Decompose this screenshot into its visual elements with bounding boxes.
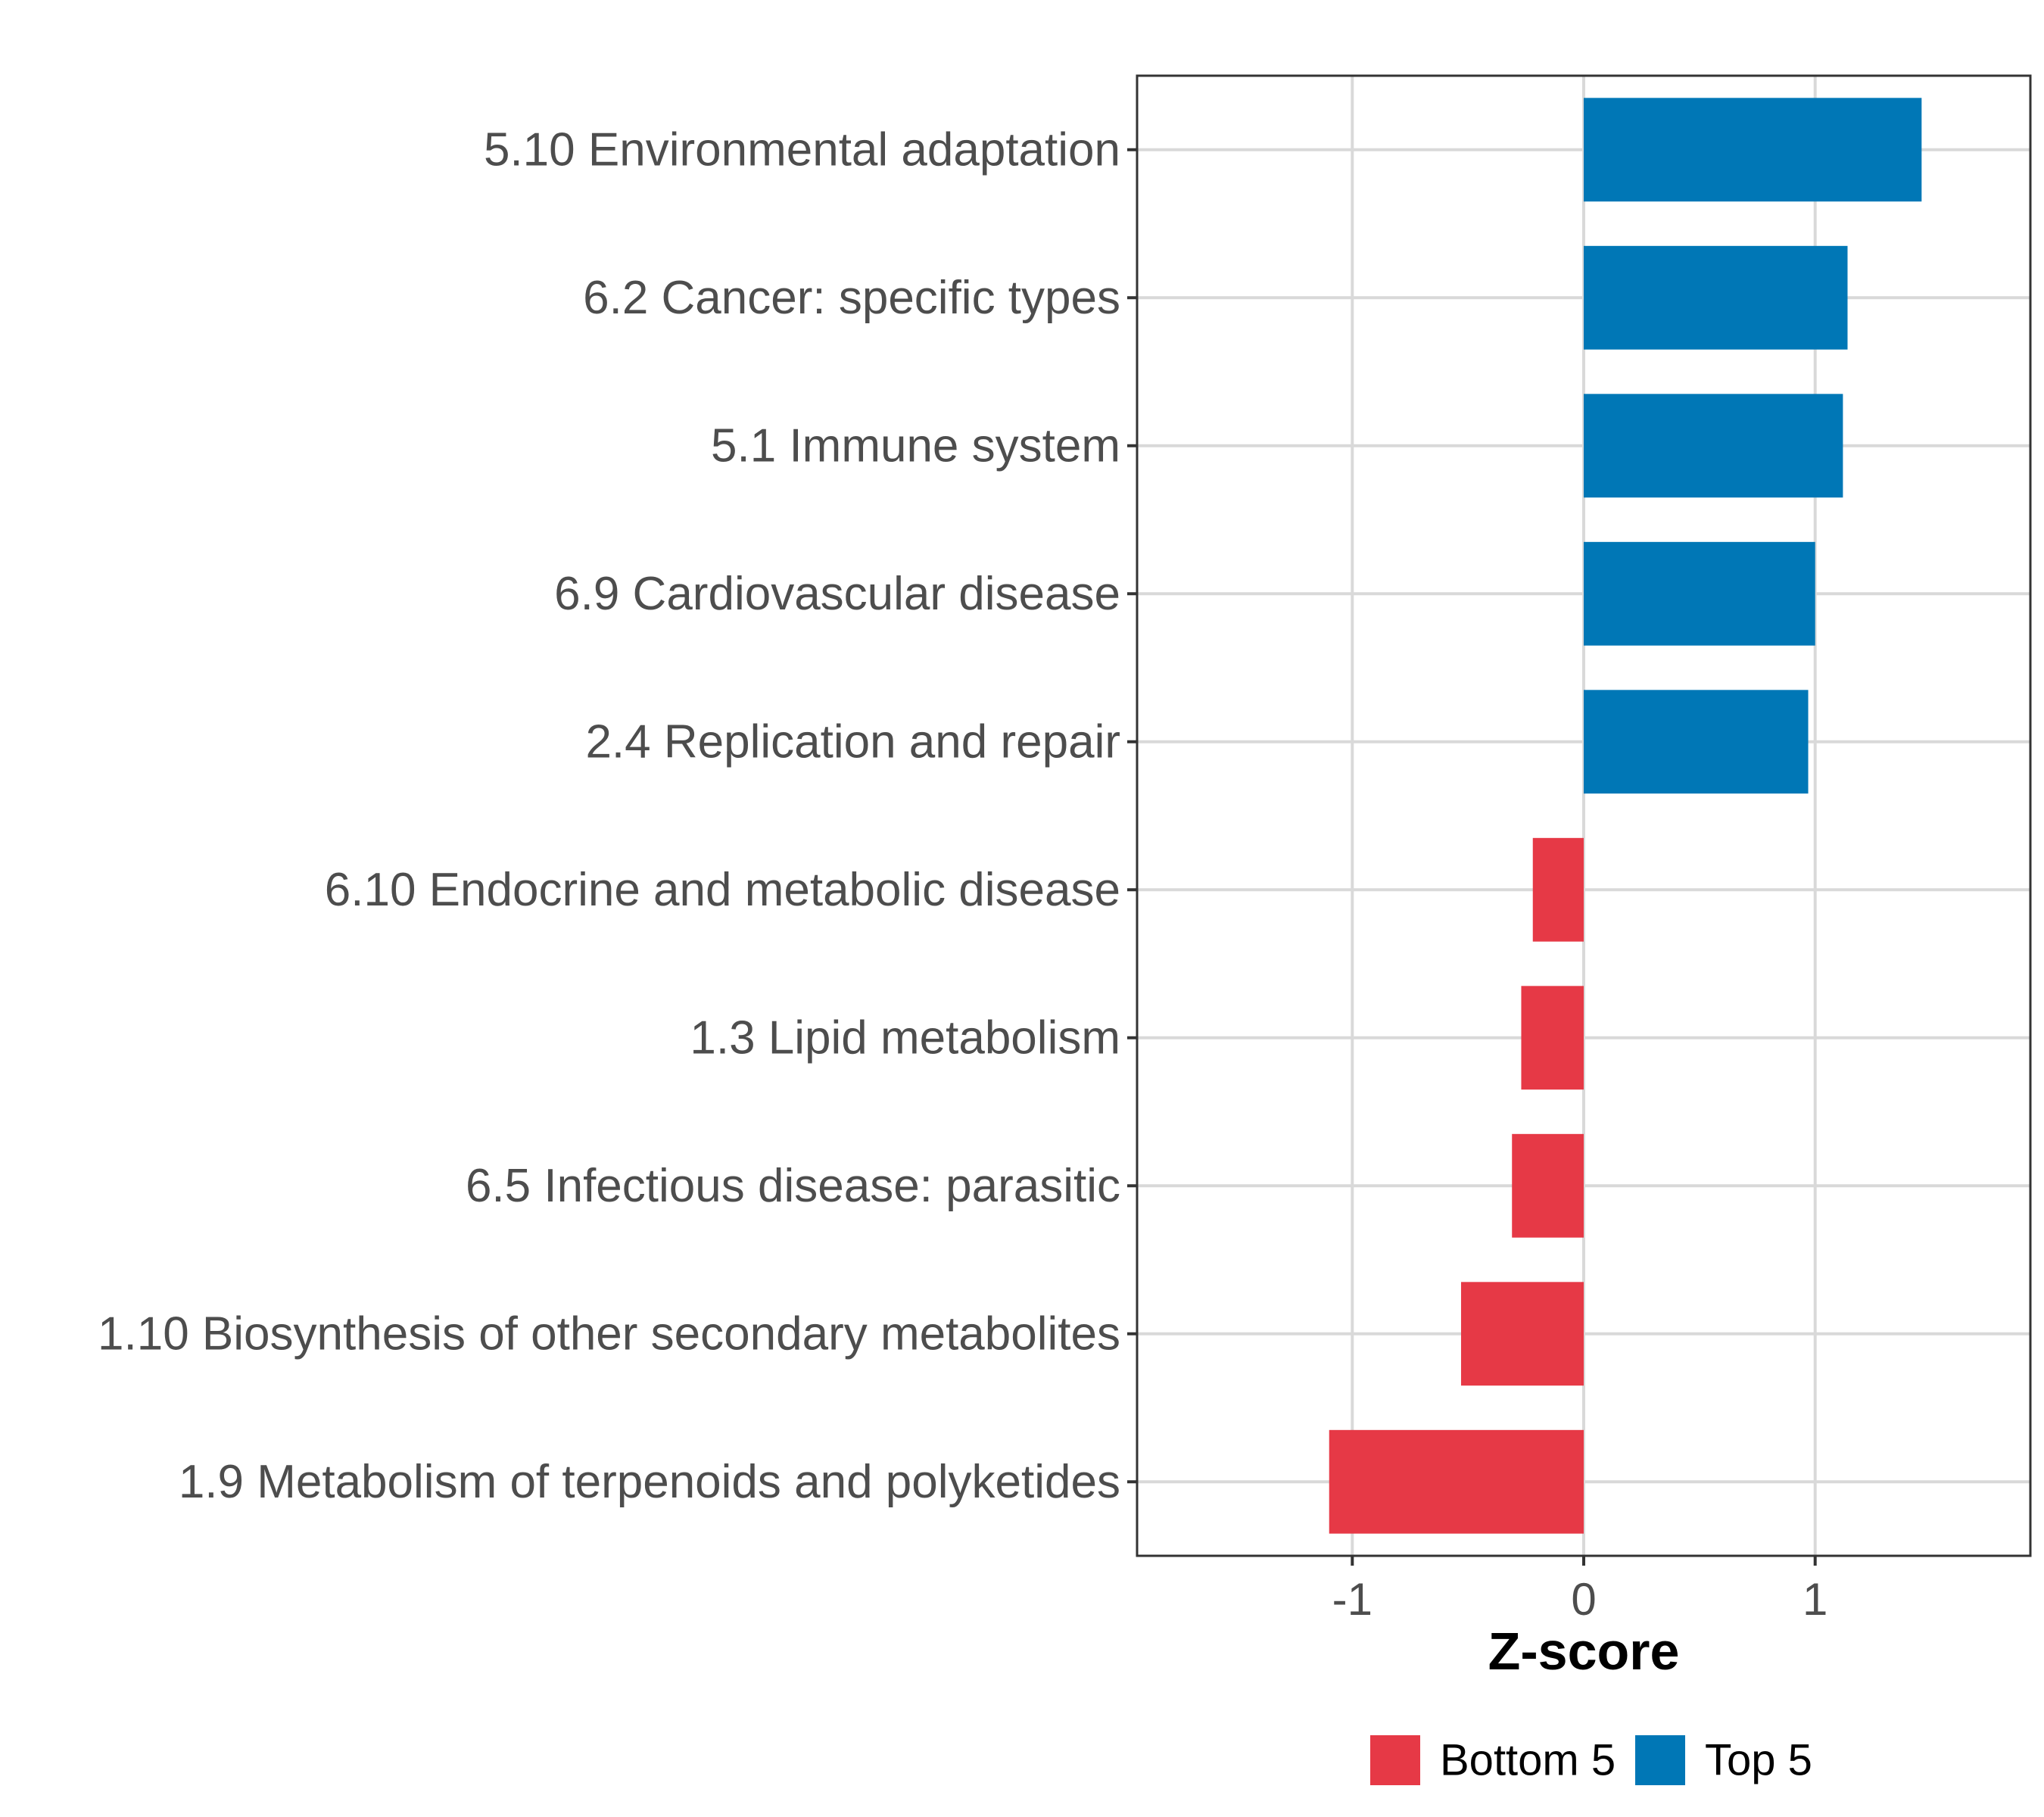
y-axis: 5.10 Environmental adaptation 6.2 Cancer:… [98,123,1137,1508]
category-label: 1.3 Lipid metabolism [690,1011,1120,1064]
x-tick-label: 0 [1571,1574,1596,1625]
legend-label: Top 5 [1705,1736,1812,1785]
bar [1532,837,1584,942]
category-label: 6.10 Endocrine and metabolic disease [325,864,1120,916]
x-tick-label: -1 [1332,1574,1373,1625]
x-axis: -1 0 1 [1332,1556,1827,1625]
x-tick-label: 1 [1803,1574,1827,1625]
category-label: 1.9 Metabolism of terpenoids and polyket… [179,1456,1120,1508]
legend: Bottom 5 Top 5 [1370,1735,1812,1785]
bar [1460,1282,1584,1386]
category-label: 5.10 Environmental adaptation [484,123,1120,176]
category-label: 1.10 Biosynthesis of other secondary met… [98,1307,1120,1360]
bar [1584,245,1848,350]
bar [1521,986,1584,1090]
category-label: 2.4 Replication and repair [585,715,1120,768]
category-label: 6.9 Cardiovascular disease [554,568,1120,620]
legend-swatch [1370,1735,1420,1785]
bar [1512,1133,1584,1238]
x-axis-title: Z-score [1488,1622,1680,1681]
category-label: 5.1 Immune system [711,419,1120,472]
bar [1584,690,1809,794]
category-label: 6.5 Infectious disease: parasitic [466,1160,1120,1212]
bar [1584,394,1843,498]
bar [1329,1429,1584,1534]
bars [1329,98,1922,1534]
category-label: 6.2 Cancer: specific types [583,272,1120,324]
legend-swatch [1635,1735,1685,1785]
bar [1584,98,1922,202]
bar [1584,541,1815,646]
legend-label: Bottom 5 [1440,1736,1616,1785]
